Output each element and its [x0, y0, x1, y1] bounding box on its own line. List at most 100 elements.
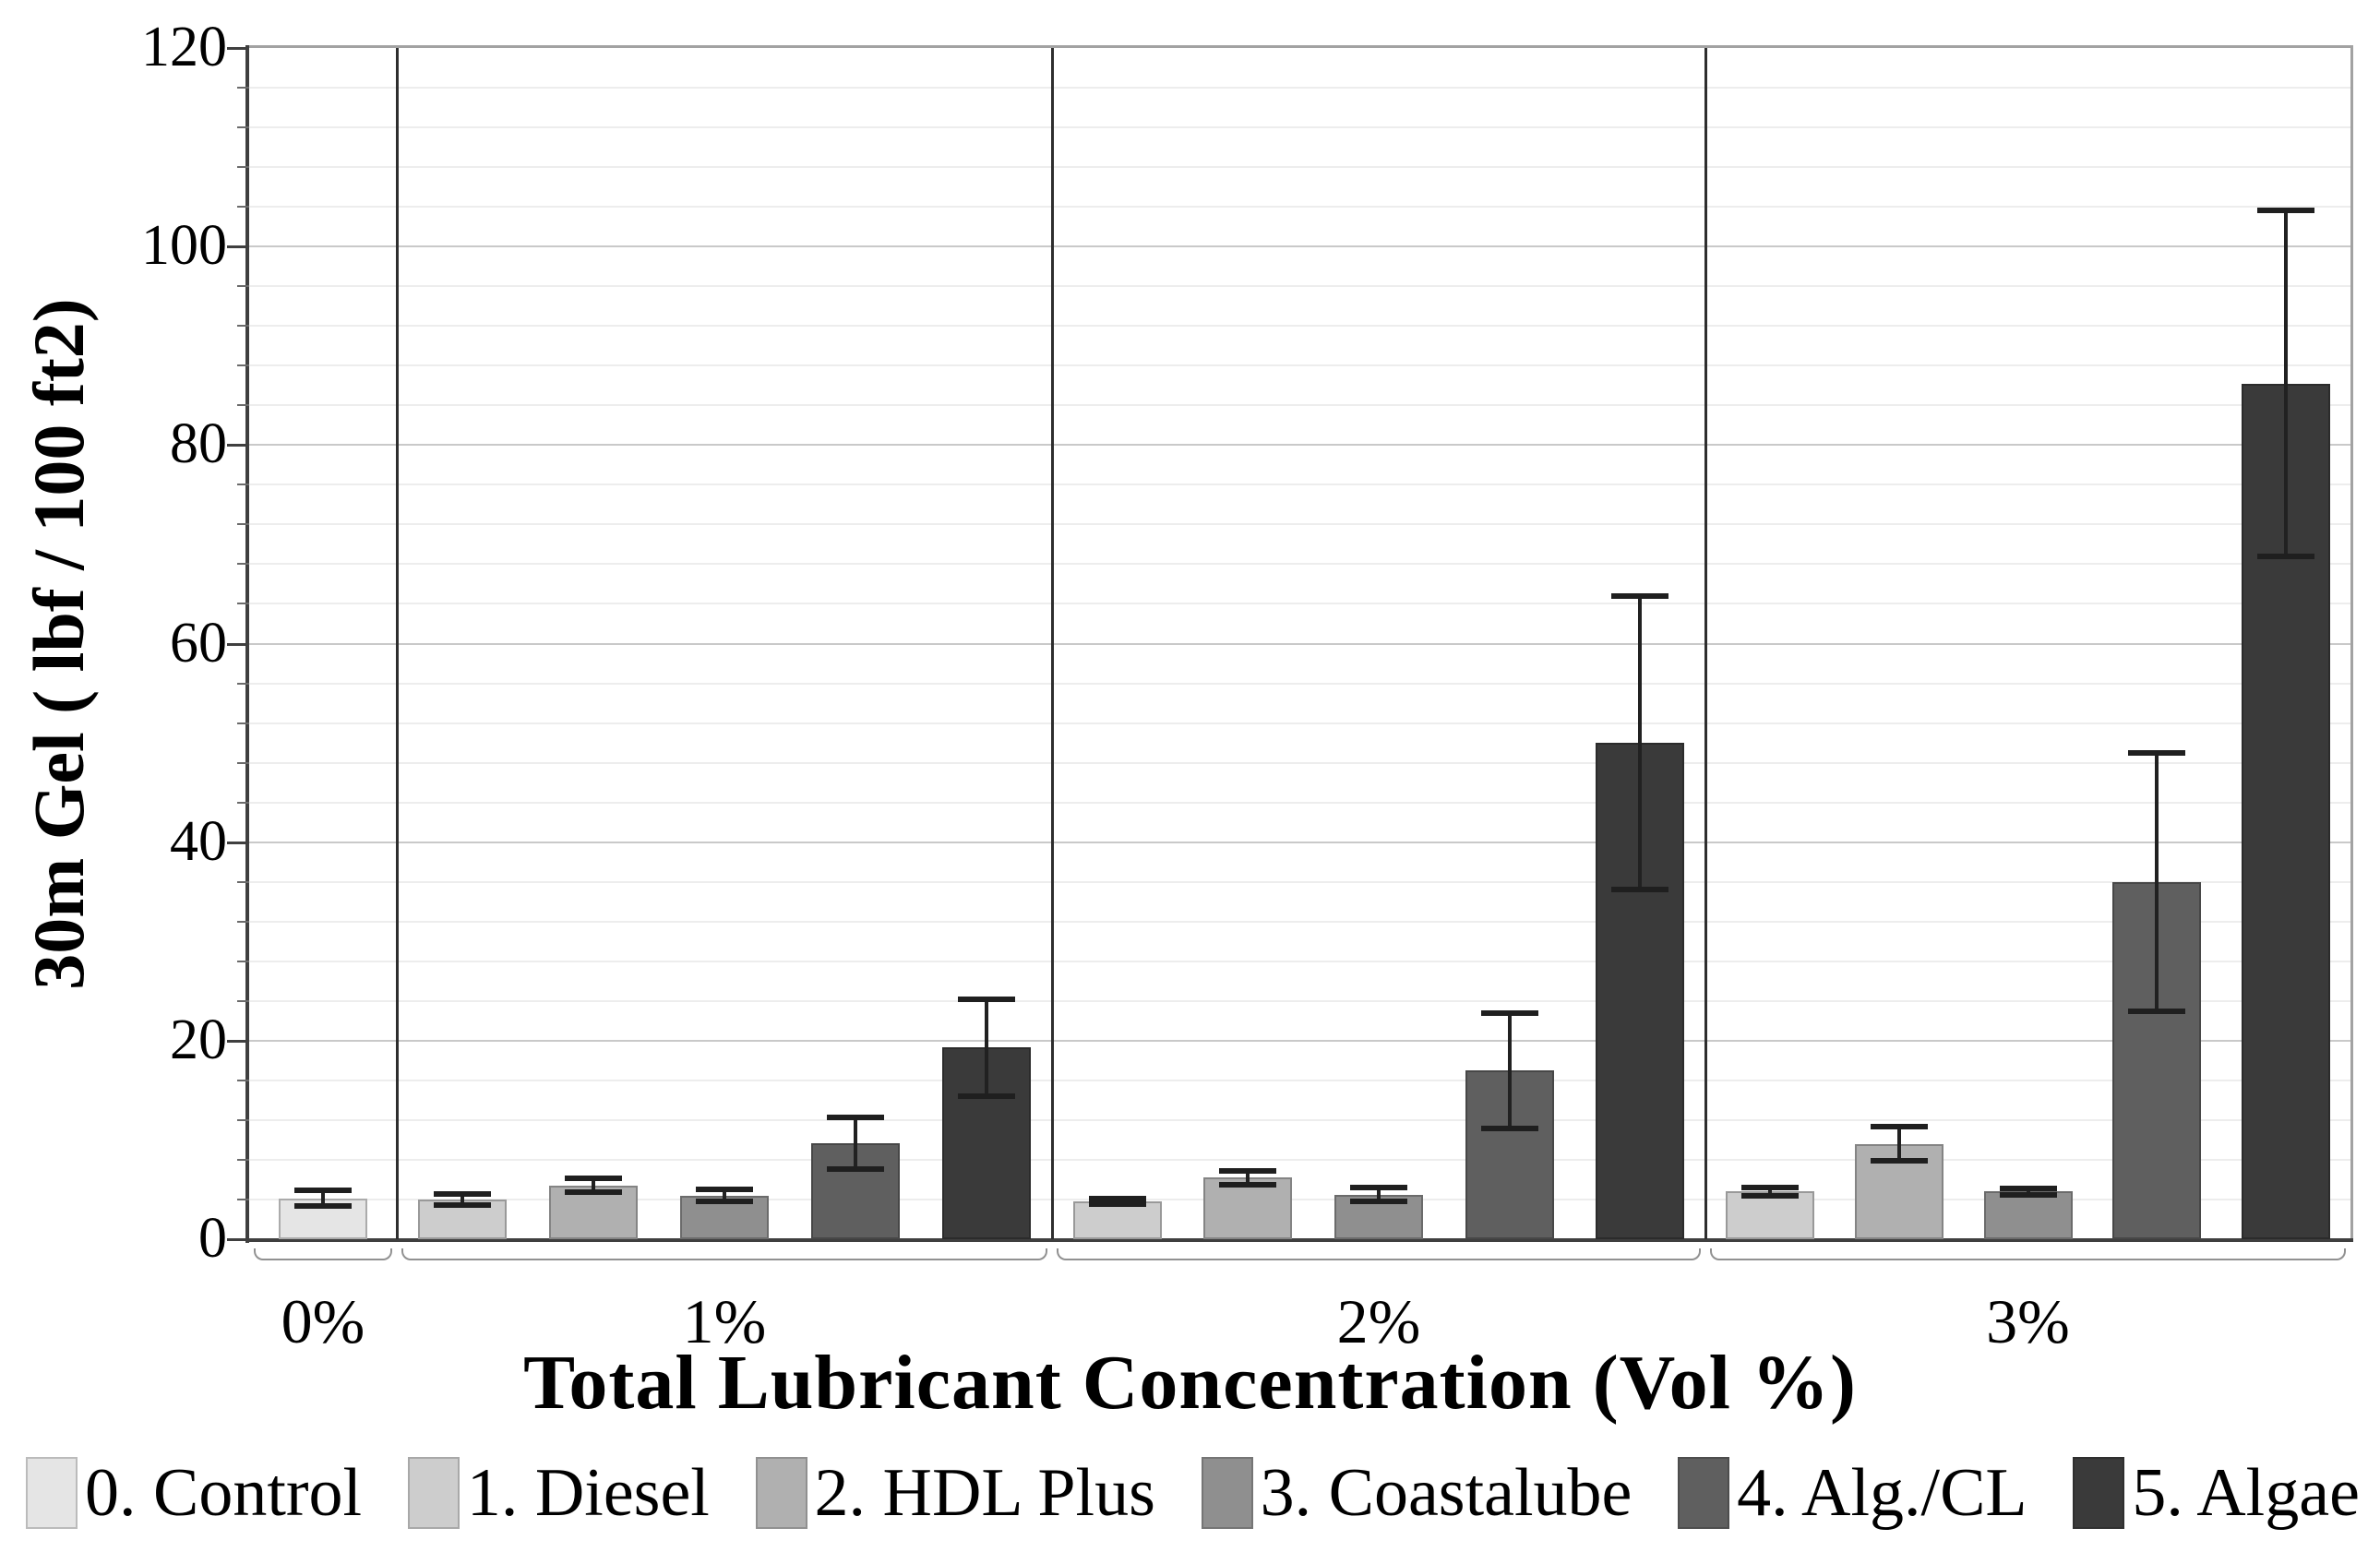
- error-bar-cap-lower: [1219, 1181, 1277, 1188]
- gridline-minor: [249, 523, 2350, 526]
- error-bar-cap-lower: [2257, 553, 2315, 559]
- error-bar-cap-lower: [1999, 1191, 2057, 1198]
- error-bar-cap-upper: [1999, 1186, 2057, 1192]
- gridline-minor: [249, 1158, 2350, 1161]
- error-bar-cap-upper: [2257, 208, 2315, 214]
- legend-label: 4. Alg./CL: [1737, 1455, 2027, 1531]
- error-bar-cap-lower: [1350, 1199, 1407, 1205]
- gridline-minor: [249, 1198, 2350, 1200]
- y-tick-label: 100: [141, 213, 227, 277]
- x-axis-title: Total Lubricant Concentration (Vol %): [523, 1340, 1857, 1426]
- y-axis-minor-tick: [237, 404, 249, 407]
- y-axis-minor-tick: [237, 285, 249, 288]
- y-axis-major-tick: [227, 47, 249, 50]
- gridline-minor: [249, 87, 2350, 90]
- error-bar-cap-upper: [827, 1114, 884, 1120]
- y-axis-minor-tick: [237, 920, 249, 923]
- error-bar-stem: [723, 1189, 726, 1202]
- gridline-minor: [249, 999, 2350, 1002]
- y-axis-major-tick: [227, 245, 249, 249]
- y-axis-minor-tick: [237, 1198, 249, 1200]
- y-tick-label: 0: [198, 1206, 227, 1270]
- error-bar-cap-upper: [434, 1190, 491, 1197]
- error-bar-stem: [1767, 1188, 1772, 1196]
- error-bar-stem: [1377, 1188, 1381, 1202]
- error-bar-cap-upper: [2128, 749, 2186, 756]
- y-axis-minor-tick: [237, 1158, 249, 1161]
- y-axis-major-tick: [227, 1238, 249, 1241]
- legend-swatch: [1201, 1457, 1253, 1529]
- legend-item: 3. Coastalube: [1201, 1456, 1632, 1530]
- bar-1-diesel-3%: [1725, 1191, 1814, 1239]
- legend-label: 5. Algae: [2132, 1455, 2360, 1531]
- error-bar-cap-upper: [565, 1176, 622, 1182]
- error-bar-stem: [854, 1116, 857, 1169]
- y-axis-minor-tick: [237, 126, 249, 129]
- error-bar-cap-lower: [696, 1199, 753, 1205]
- error-bar-stem: [1638, 595, 1643, 890]
- gridline-major: [249, 1039, 2350, 1042]
- plot-frame-right: [2350, 45, 2353, 1242]
- group-bracket: [1710, 1248, 2346, 1260]
- y-axis-major-tick: [227, 1039, 249, 1043]
- gridline-minor: [249, 126, 2350, 129]
- y-axis-minor-tick: [237, 206, 249, 209]
- y-axis-minor-tick: [237, 364, 249, 367]
- gridline-minor: [249, 722, 2350, 724]
- error-bar-cap-upper: [958, 996, 1015, 1002]
- y-tick-label: 120: [141, 15, 227, 78]
- group-bracket: [401, 1248, 1047, 1260]
- legend-label: 1. Diesel: [466, 1455, 710, 1531]
- x-axis-line: [245, 1238, 2353, 1242]
- error-bar-cap-upper: [696, 1187, 753, 1193]
- group-bracket: [254, 1248, 392, 1260]
- y-axis-major-tick: [227, 841, 249, 844]
- gridline-minor: [249, 920, 2350, 923]
- y-tick-label: 80: [170, 412, 227, 476]
- error-bar-stem: [2284, 210, 2289, 556]
- error-bar-cap-upper: [1611, 592, 1669, 599]
- error-bar-cap-lower: [294, 1203, 352, 1210]
- error-bar-stem: [985, 998, 988, 1097]
- y-axis-minor-tick: [237, 1118, 249, 1121]
- error-bar-cap-upper: [294, 1188, 352, 1194]
- gridline-major: [249, 245, 2350, 248]
- gridline-minor: [249, 404, 2350, 407]
- gridline-minor: [249, 682, 2350, 685]
- error-bar-stem: [2155, 752, 2159, 1011]
- gridline-minor: [249, 761, 2350, 764]
- error-bar-cap-lower: [434, 1202, 491, 1209]
- error-bar-cap-upper: [1219, 1167, 1277, 1174]
- legend-item: 4. Alg./CL: [1678, 1456, 2027, 1530]
- bar-2-hdl-plus-2%: [1203, 1177, 1293, 1239]
- gridline-minor: [249, 801, 2350, 804]
- error-bar-cap-lower: [1740, 1192, 1799, 1199]
- y-axis-minor-tick: [237, 1079, 249, 1081]
- y-axis-minor-tick: [237, 87, 249, 90]
- gridline-major: [249, 841, 2350, 843]
- gridline-minor: [249, 880, 2350, 883]
- legend: 0. Control 1. Diesel 2. HDL Plus 3. Coastal…: [26, 1445, 2360, 1541]
- gridline-major: [249, 444, 2350, 447]
- legend-swatch: [755, 1457, 807, 1529]
- legend-swatch: [26, 1457, 78, 1529]
- y-tick-label: 20: [170, 1008, 227, 1071]
- x-tick-label: 3%: [1986, 1286, 2070, 1356]
- error-bar-stem: [1246, 1170, 1250, 1185]
- gridline-minor: [249, 285, 2350, 288]
- x-tick-label: 2%: [1336, 1286, 1421, 1356]
- error-bar-cap-lower: [1870, 1158, 1928, 1164]
- group-divider: [396, 48, 399, 1239]
- y-axis-minor-tick: [237, 960, 249, 962]
- error-bar-stem: [460, 1193, 464, 1206]
- error-bar-cap-upper: [1088, 1195, 1146, 1201]
- error-bar-cap-upper: [1740, 1185, 1799, 1191]
- y-axis-minor-tick: [237, 999, 249, 1002]
- error-bar-cap-upper: [1350, 1185, 1407, 1191]
- error-bar-stem: [1896, 1127, 1901, 1161]
- x-tick-label: 0%: [281, 1286, 365, 1356]
- y-tick-label: 40: [170, 809, 227, 873]
- error-bar-stem: [1507, 1012, 1512, 1128]
- y-axis-major-tick: [227, 642, 249, 646]
